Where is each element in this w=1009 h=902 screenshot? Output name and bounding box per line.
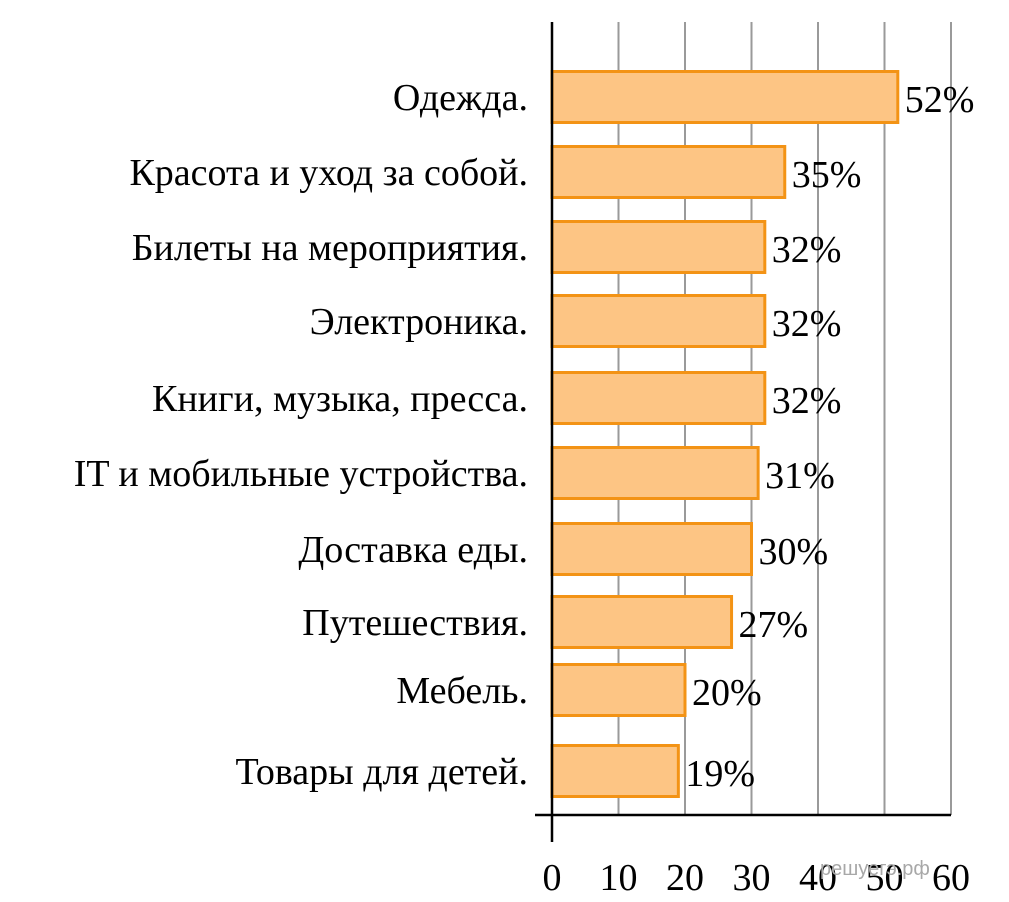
bar: [550, 663, 687, 717]
value-label: 30%: [759, 531, 829, 573]
category-label: Красота и уход за собой.: [129, 152, 528, 194]
bar: [550, 220, 767, 274]
x-tick-label: 60: [932, 857, 970, 899]
x-tick-label: 10: [600, 857, 638, 899]
watermark: решуегэ.рф: [820, 858, 930, 880]
category-label: Книги, музыка, пресса.: [152, 378, 528, 420]
x-tick-label: 0: [543, 857, 562, 899]
value-label: 52%: [905, 79, 975, 121]
bar: [550, 294, 767, 348]
category-label: Одежда.: [393, 77, 528, 119]
tick-labels: 0 10 20 30 40 50 60: [543, 857, 971, 899]
value-label: 32%: [772, 229, 842, 271]
category-labels: Одежда. Красота и уход за собой. Билеты на…: [74, 77, 528, 793]
bar: [550, 595, 734, 649]
value-label: 32%: [772, 380, 842, 422]
category-label: Путешествия.: [302, 602, 528, 644]
bar: [550, 371, 767, 425]
category-label: Мебель.: [396, 670, 528, 712]
value-label: 19%: [685, 753, 755, 795]
bars: [550, 70, 900, 798]
value-label: 32%: [772, 303, 842, 345]
axes: [535, 22, 951, 842]
value-label: 35%: [792, 154, 862, 196]
value-label: 31%: [765, 455, 835, 497]
category-label: Билеты на мероприятия.: [132, 227, 528, 269]
category-label: Доставка еды.: [298, 529, 528, 571]
category-label: Товары для детей.: [236, 751, 528, 793]
bar: [550, 522, 753, 576]
category-label: Электроника.: [310, 301, 528, 343]
bar: [550, 446, 760, 500]
value-label: 20%: [692, 672, 762, 714]
value-labels: 52% 35% 32% 32% 32% 31% 30% 27% 20% 19%: [685, 79, 974, 795]
value-label: 27%: [739, 604, 809, 646]
x-tick-label: 40: [799, 857, 837, 899]
bar: [550, 70, 900, 124]
bar: [550, 744, 680, 798]
bar: [550, 145, 787, 199]
category-label: IT и мобильные устройства.: [74, 453, 528, 495]
x-tick-label: 20: [666, 857, 704, 899]
x-tick-label: 50: [866, 857, 904, 899]
x-tick-label: 30: [733, 857, 771, 899]
